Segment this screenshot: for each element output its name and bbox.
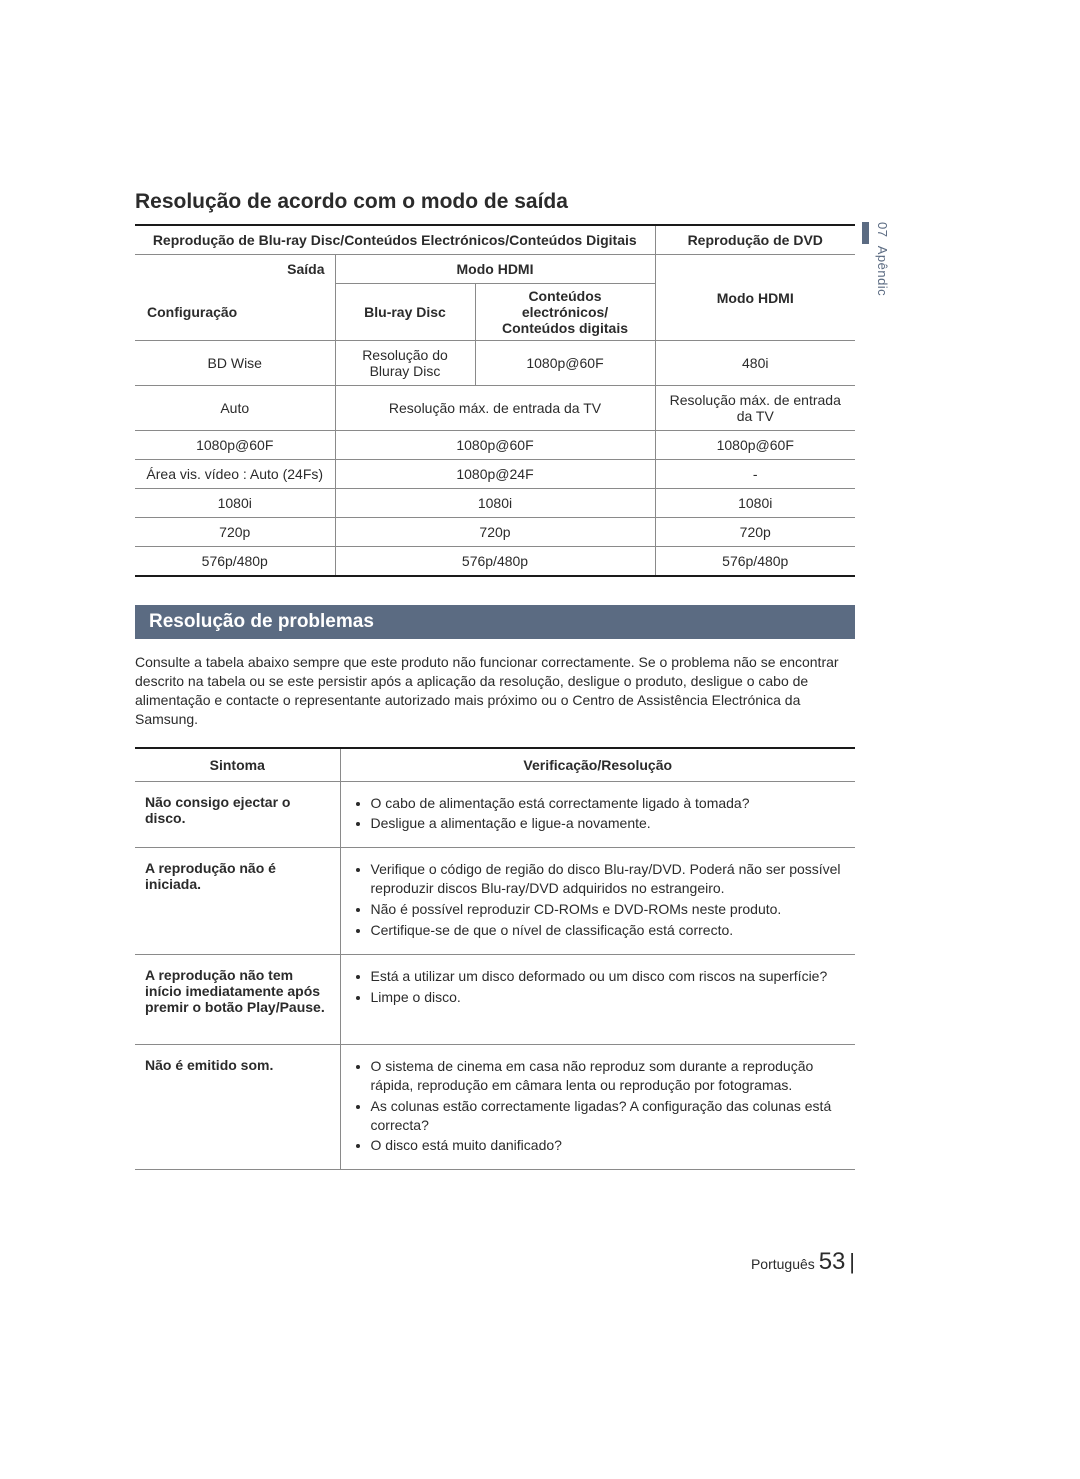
value-cell: Resolução do Bluray Disc <box>335 341 475 386</box>
side-tab-mark <box>862 222 869 244</box>
dvd-cell: - <box>655 460 855 489</box>
section-title-resolution: Resolução de acordo com o modo de saída <box>135 190 855 214</box>
value-cell: 576p/480p <box>335 547 655 577</box>
ts-col-resolucao: Verificação/Resolução <box>340 748 855 782</box>
table-row: 1080p@60F1080p@60F1080p@60F <box>135 431 855 460</box>
resolution-cell: O sistema de cinema em casa não reproduz… <box>340 1044 855 1169</box>
resolution-list: Está a utilizar um disco deformado ou um… <box>351 967 846 1007</box>
hdr-conteudos: Conteúdos electrónicos/ Conteúdos digita… <box>475 284 655 341</box>
table-row: 576p/480p576p/480p576p/480p <box>135 547 855 577</box>
footer-page-number: 53 <box>819 1248 846 1275</box>
page-footer: Português 53 | <box>0 1248 1080 1276</box>
table-row: Saída Modo HDMI Modo HDMI <box>135 255 855 284</box>
table-row: 1080i1080i1080i <box>135 489 855 518</box>
hdr-bluraydisc: Blu-ray Disc <box>335 284 475 341</box>
symptom-cell: Não é emitido som. <box>135 1044 340 1169</box>
resolution-cell: O cabo de alimentação está correctamente… <box>340 781 855 848</box>
cfg-cell: BD Wise <box>135 341 335 386</box>
list-item: O sistema de cinema em casa não reproduz… <box>371 1057 846 1095</box>
resolution-list: O sistema de cinema em casa não reproduz… <box>351 1057 846 1155</box>
hdr-saida: Saída <box>135 255 335 284</box>
value-cell: 720p <box>335 518 655 547</box>
cfg-cell: 576p/480p <box>135 547 335 577</box>
value-cell: Resolução máx. de entrada da TV <box>335 386 655 431</box>
dvd-cell: 480i <box>655 341 855 386</box>
list-item: Não é possível reproduzir CD-ROMs e DVD-… <box>371 900 846 919</box>
table-row: Não é emitido som. O sistema de cinema em… <box>135 1044 855 1169</box>
list-item: Limpe o disco. <box>371 988 846 1007</box>
cfg-cell: 1080p@60F <box>135 431 335 460</box>
side-tab: 07 Apêndic <box>862 222 890 296</box>
hdr-modo-hdmi-2: Modo HDMI <box>655 255 855 341</box>
hdr-bluray: Reprodução de Blu-ray Disc/Conteúdos Ele… <box>135 225 655 255</box>
troubleshoot-table: Sintoma Verificação/Resolução Não consig… <box>135 747 855 1171</box>
table-row: Reprodução de Blu-ray Disc/Conteúdos Ele… <box>135 225 855 255</box>
list-item: As colunas estão correctamente ligadas? … <box>371 1097 846 1135</box>
footer-bar: | <box>849 1249 855 1274</box>
ts-col-sintoma: Sintoma <box>135 748 340 782</box>
table-row: BD WiseResolução do Bluray Disc1080p@60F… <box>135 341 855 386</box>
value-cell: 1080p@60F <box>335 431 655 460</box>
list-item: Certifique-se de que o nível de classifi… <box>371 921 846 940</box>
table-row: Área vis. vídeo : Auto (24Fs)1080p@24F- <box>135 460 855 489</box>
list-item: Está a utilizar um disco deformado ou um… <box>371 967 846 986</box>
resolution-list: O cabo de alimentação está correctamente… <box>351 794 846 834</box>
dvd-cell: 1080p@60F <box>655 431 855 460</box>
value-cell: 1080p@24F <box>335 460 655 489</box>
cfg-cell: Auto <box>135 386 335 431</box>
table-row: 720p720p720p <box>135 518 855 547</box>
list-item: O cabo de alimentação está correctamente… <box>371 794 846 813</box>
troubleshoot-intro: Consulte a tabela abaixo sempre que este… <box>135 653 855 729</box>
cfg-cell: 1080i <box>135 489 335 518</box>
value-cell: 1080p@60F <box>475 341 655 386</box>
hdr-modo-hdmi-1: Modo HDMI <box>335 255 655 284</box>
dvd-cell: 720p <box>655 518 855 547</box>
section-banner-troubleshoot: Resolução de problemas <box>135 605 855 639</box>
footer-lang: Português <box>751 1256 815 1272</box>
table-row: A reprodução não é iniciada. Verifique o … <box>135 848 855 955</box>
hdr-dvd: Reprodução de DVD <box>655 225 855 255</box>
cfg-cell: 720p <box>135 518 335 547</box>
list-item: Verifique o código de região do disco Bl… <box>371 860 846 898</box>
side-label: Apêndic <box>875 246 890 296</box>
side-chapter: 07 <box>875 222 890 237</box>
table-row: A reprodução não tem início imediatament… <box>135 954 855 1044</box>
symptom-cell: A reprodução não é iniciada. <box>135 848 340 955</box>
symptom-cell: A reprodução não tem início imediatament… <box>135 954 340 1044</box>
resolution-table: Reprodução de Blu-ray Disc/Conteúdos Ele… <box>135 224 855 577</box>
list-item: O disco está muito danificado? <box>371 1136 846 1155</box>
page-content: Resolução de acordo com o modo de saída … <box>135 190 855 1170</box>
dvd-cell: 1080i <box>655 489 855 518</box>
cfg-cell: Área vis. vídeo : Auto (24Fs) <box>135 460 335 489</box>
dvd-cell: Resolução máx. de entrada da TV <box>655 386 855 431</box>
side-tab-text: 07 Apêndic <box>875 222 890 296</box>
symptom-cell: Não consigo ejectar o disco. <box>135 781 340 848</box>
value-cell: 1080i <box>335 489 655 518</box>
list-item: Desligue a alimentação e ligue-a novamen… <box>371 814 846 833</box>
resolution-cell: Verifique o código de região do disco Bl… <box>340 848 855 955</box>
resolution-cell: Está a utilizar um disco deformado ou um… <box>340 954 855 1044</box>
resolution-list: Verifique o código de região do disco Bl… <box>351 860 846 940</box>
table-row: AutoResolução máx. de entrada da TVResol… <box>135 386 855 431</box>
dvd-cell: 576p/480p <box>655 547 855 577</box>
table-row: Não consigo ejectar o disco. O cabo de al… <box>135 781 855 848</box>
hdr-config: Configuração <box>135 284 335 341</box>
table-row: Sintoma Verificação/Resolução <box>135 748 855 782</box>
